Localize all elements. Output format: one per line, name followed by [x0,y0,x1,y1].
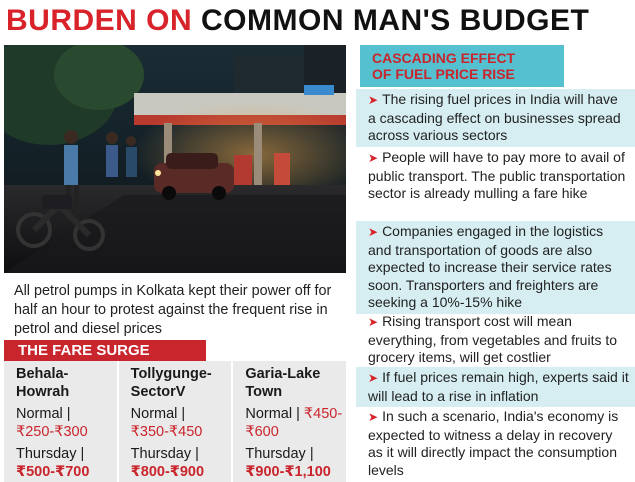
bullet-text: People will have to pay more to avail of… [368,149,626,201]
bullet-item: ➤ People will have to pay more to avail o… [356,147,635,205]
photo-caption: All petrol pumps in Kolkata kept their p… [14,283,332,337]
bullet-item: ➤ Companies engaged in the logistics and … [356,221,635,314]
bullet-text: The rising fuel prices in India will hav… [368,91,621,143]
route-name-line1: Behala- [16,366,69,382]
arrow-icon: ➤ [368,315,379,329]
arrow-icon: ➤ [368,93,379,107]
fare-surge-table: Behala- Howrah Normal | ₹250-₹300 Thursd… [4,361,346,482]
bullet-text: If fuel prices remain high, experts said… [368,369,629,404]
thursday-fare: ₹500-₹700 [16,464,90,480]
route-name-line2: SectorV [130,384,186,400]
thursday-label: Thursday | [130,446,199,462]
thursday-label: Thursday | [245,446,314,462]
bullet-item: ➤ In such a scenario, India's economy is … [356,406,635,481]
thursday-fare: ₹900-₹1,100 [245,464,331,480]
bullet-item: ➤ Rising transport cost will mean everyth… [356,311,635,369]
thursday-label: Thursday | [16,446,85,462]
bullet-item: ➤ If fuel prices remain high, experts sai… [356,367,635,407]
normal-fare-start: ₹450- [303,406,343,422]
normal-label: Normal | [245,406,300,422]
arrow-icon: ➤ [368,151,379,165]
night-petrol-pump-photo [4,45,346,273]
route-name-line1: Tollygunge- [130,366,212,382]
bullet-text: Companies engaged in the logistics and t… [368,223,612,310]
route-name: Garia-Lake Town [245,365,346,405]
arrow-icon: ➤ [368,225,379,239]
normal-label: Normal | [16,406,71,422]
bullet-item: ➤ The rising fuel prices in India will ha… [356,89,635,147]
title-line2: OF FUEL PRICE RISE [372,66,515,82]
cascading-effect-title: CASCADING EFFECT OF FUEL PRICE RISE [360,45,564,87]
arrow-icon: ➤ [368,371,379,385]
route-name-line1: Garia-Lake [245,366,321,382]
headline-black-part: COMMON MAN'S BUDGET [201,4,590,37]
normal-fare: ₹350-₹450 [130,424,203,440]
thursday-fare: ₹800-₹900 [130,464,205,480]
arrow-icon: ➤ [368,410,379,424]
fare-column-garia-lake-town: Garia-Lake Town Normal | ₹450- ₹600 Thur… [233,361,346,482]
headline-red-part: BURDEN ON [6,4,193,37]
normal-label-row: Normal | ₹450- [245,405,346,423]
normal-label: Normal | [130,406,186,422]
fare-surge-title: THE FARE SURGE [4,340,206,361]
route-name: Tollygunge- SectorV [131,365,232,405]
petrol-pump-photo [4,45,346,273]
bullet-text: Rising transport cost will mean everythi… [368,313,618,365]
route-name-line2: Town [245,384,283,400]
route-name-line2: Howrah [16,384,70,400]
headline: BURDEN ON COMMON MAN'S BUDGET [0,0,635,42]
fare-column-behala-howrah: Behala- Howrah Normal | ₹250-₹300 Thursd… [4,361,119,482]
fare-column-tollygunge-sectorv: Tollygunge- SectorV Normal | ₹350-₹450 T… [119,361,234,482]
title-line1: CASCADING EFFECT [372,50,516,66]
route-name: Behala- Howrah [16,365,117,405]
normal-fare-end: ₹600 [245,424,279,440]
normal-fare: ₹250-₹300 [16,424,88,440]
cascading-effect-panel: CASCADING EFFECT OF FUEL PRICE RISE ➤ The… [356,45,635,482]
bullet-text: In such a scenario, India's economy is e… [368,408,619,478]
